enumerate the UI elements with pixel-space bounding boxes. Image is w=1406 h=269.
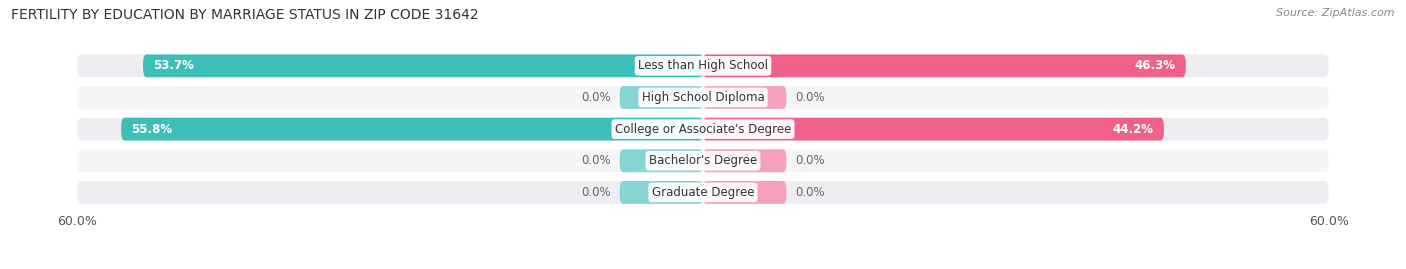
Text: 44.2%: 44.2% <box>1112 123 1153 136</box>
Text: 0.0%: 0.0% <box>582 186 612 199</box>
Text: 0.0%: 0.0% <box>582 154 612 167</box>
Text: College or Associate's Degree: College or Associate's Degree <box>614 123 792 136</box>
Text: 46.3%: 46.3% <box>1135 59 1175 72</box>
Text: 0.0%: 0.0% <box>794 91 824 104</box>
FancyBboxPatch shape <box>620 181 703 204</box>
FancyBboxPatch shape <box>703 149 786 172</box>
FancyBboxPatch shape <box>77 149 1329 172</box>
Text: 0.0%: 0.0% <box>794 186 824 199</box>
Legend: Married, Unmarried: Married, Unmarried <box>623 266 783 269</box>
FancyBboxPatch shape <box>77 181 1329 204</box>
FancyBboxPatch shape <box>77 54 1329 77</box>
FancyBboxPatch shape <box>703 118 1164 140</box>
Text: 0.0%: 0.0% <box>582 91 612 104</box>
FancyBboxPatch shape <box>703 86 786 109</box>
FancyBboxPatch shape <box>620 149 703 172</box>
FancyBboxPatch shape <box>620 86 703 109</box>
FancyBboxPatch shape <box>143 54 703 77</box>
Text: 0.0%: 0.0% <box>794 154 824 167</box>
FancyBboxPatch shape <box>77 118 1329 140</box>
Text: Less than High School: Less than High School <box>638 59 768 72</box>
FancyBboxPatch shape <box>703 181 786 204</box>
Text: FERTILITY BY EDUCATION BY MARRIAGE STATUS IN ZIP CODE 31642: FERTILITY BY EDUCATION BY MARRIAGE STATU… <box>11 8 479 22</box>
FancyBboxPatch shape <box>703 54 1185 77</box>
Text: Graduate Degree: Graduate Degree <box>652 186 754 199</box>
FancyBboxPatch shape <box>77 86 1329 109</box>
FancyBboxPatch shape <box>121 118 703 140</box>
Text: Source: ZipAtlas.com: Source: ZipAtlas.com <box>1277 8 1395 18</box>
Text: 53.7%: 53.7% <box>153 59 194 72</box>
Text: 55.8%: 55.8% <box>132 123 173 136</box>
Text: High School Diploma: High School Diploma <box>641 91 765 104</box>
Text: Bachelor's Degree: Bachelor's Degree <box>650 154 756 167</box>
